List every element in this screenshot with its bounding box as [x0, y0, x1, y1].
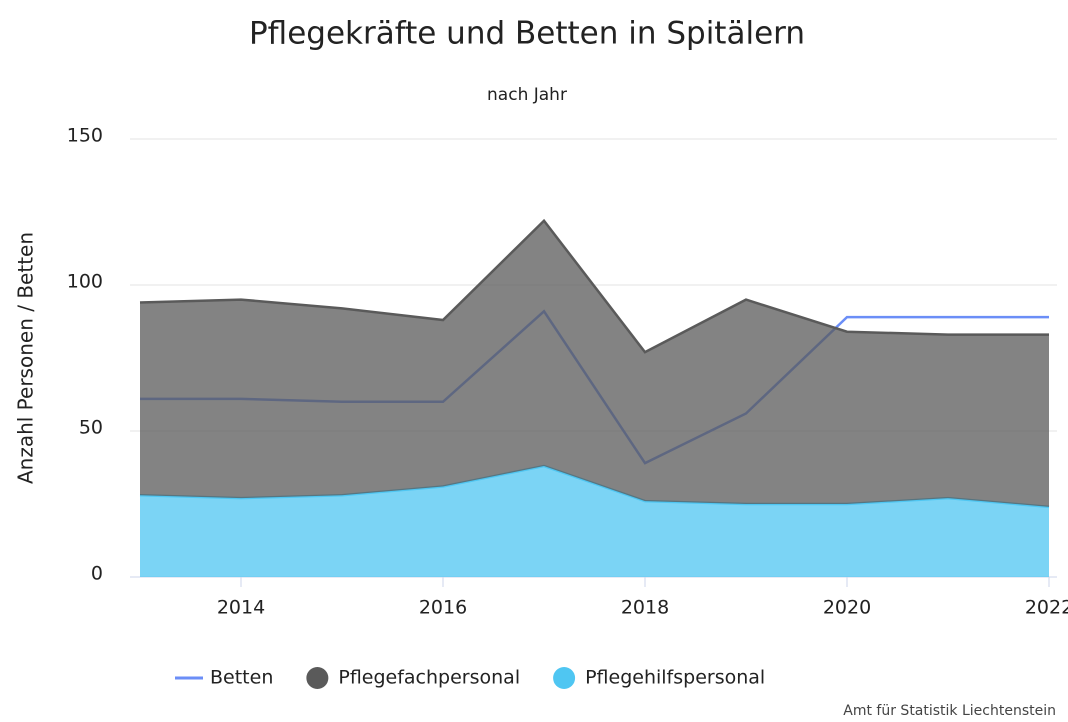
legend-symbol	[553, 667, 576, 689]
y-tick-label: 50	[79, 417, 103, 439]
legend-item: Pflegefachpersonal	[306, 667, 520, 689]
legend-label: Pflegehilfspersonal	[585, 667, 765, 689]
y-tick-label: 100	[67, 271, 103, 293]
y-tick-label: 0	[91, 563, 103, 585]
legend-item: Pflegehilfspersonal	[553, 667, 765, 689]
legend-label: Pflegefachpersonal	[338, 667, 520, 689]
legend-symbol	[306, 667, 329, 689]
chart-title: Pflegekräfte und Betten in Spitälern	[249, 16, 805, 52]
y-tick-label: 150	[67, 125, 103, 147]
x-tick-label: 2016	[419, 597, 467, 619]
x-tick-label: 2018	[621, 597, 669, 619]
x-tick-label: 2014	[217, 597, 265, 619]
credit: Amt für Statistik Liechtenstein	[843, 703, 1056, 719]
x-tick-label: 2022	[1025, 597, 1068, 619]
chart-subtitle: nach Jahr	[487, 85, 567, 105]
area-edge	[139, 218, 1049, 354]
area	[140, 220, 1049, 507]
legend-item: Betten	[175, 667, 273, 689]
legend-label: Betten	[210, 667, 273, 689]
y-axis-label: Anzahl Personen / Betten	[14, 232, 38, 484]
x-tick-label: 2020	[823, 597, 871, 619]
